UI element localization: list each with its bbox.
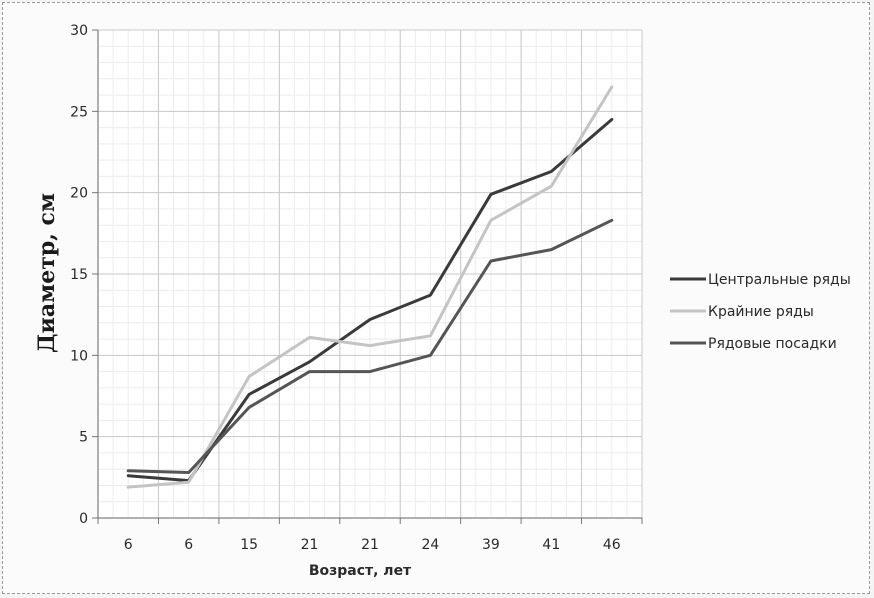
y-tick-label: 5 [79, 430, 88, 446]
y-tick-label: 10 [70, 348, 88, 364]
series-line-2 [126, 85, 614, 489]
series-group [126, 85, 614, 489]
x-tick-label: 6 [124, 537, 133, 553]
y-tick-label: 20 [70, 186, 88, 202]
y-tick-label: 30 [70, 23, 88, 39]
x-tick-label: 6 [184, 537, 193, 553]
y-tick-label: 0 [79, 511, 88, 527]
legend-label: Центральные ряды [708, 272, 851, 288]
x-tick-label: 41 [542, 537, 560, 553]
x-tick-label: 39 [482, 537, 500, 553]
x-tick-label: 15 [240, 537, 258, 553]
legend-label: Крайние ряды [708, 304, 814, 320]
x-tick-label: 46 [603, 537, 621, 553]
grid [97, 29, 643, 519]
legend-label: Рядовые посадки [708, 336, 837, 352]
y-tick-label: 25 [70, 104, 88, 120]
x-tick-label: 21 [301, 537, 319, 553]
y-tick-label: 15 [70, 267, 88, 283]
legend: Центральные ряды Крайние ряды Рядовые поса… [670, 272, 851, 352]
x-tick-label: 24 [422, 537, 440, 553]
y-axis-title: Диаметр, см [34, 193, 60, 353]
x-tick-label: 21 [361, 537, 379, 553]
axes: 0 5 10 15 20 25 30 6 6 15 21 21 24 39 41 46 [70, 23, 643, 553]
x-axis-title: Возраст, лет [309, 563, 412, 579]
series-line-3 [126, 218, 614, 474]
